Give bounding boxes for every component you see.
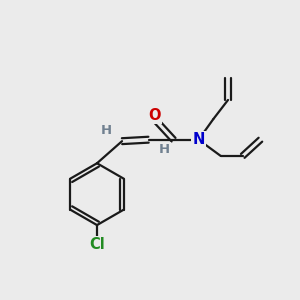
Text: N: N bbox=[192, 132, 205, 147]
Text: O: O bbox=[148, 108, 161, 123]
Text: Cl: Cl bbox=[89, 237, 105, 252]
Text: H: H bbox=[159, 143, 170, 157]
Text: H: H bbox=[100, 124, 111, 137]
